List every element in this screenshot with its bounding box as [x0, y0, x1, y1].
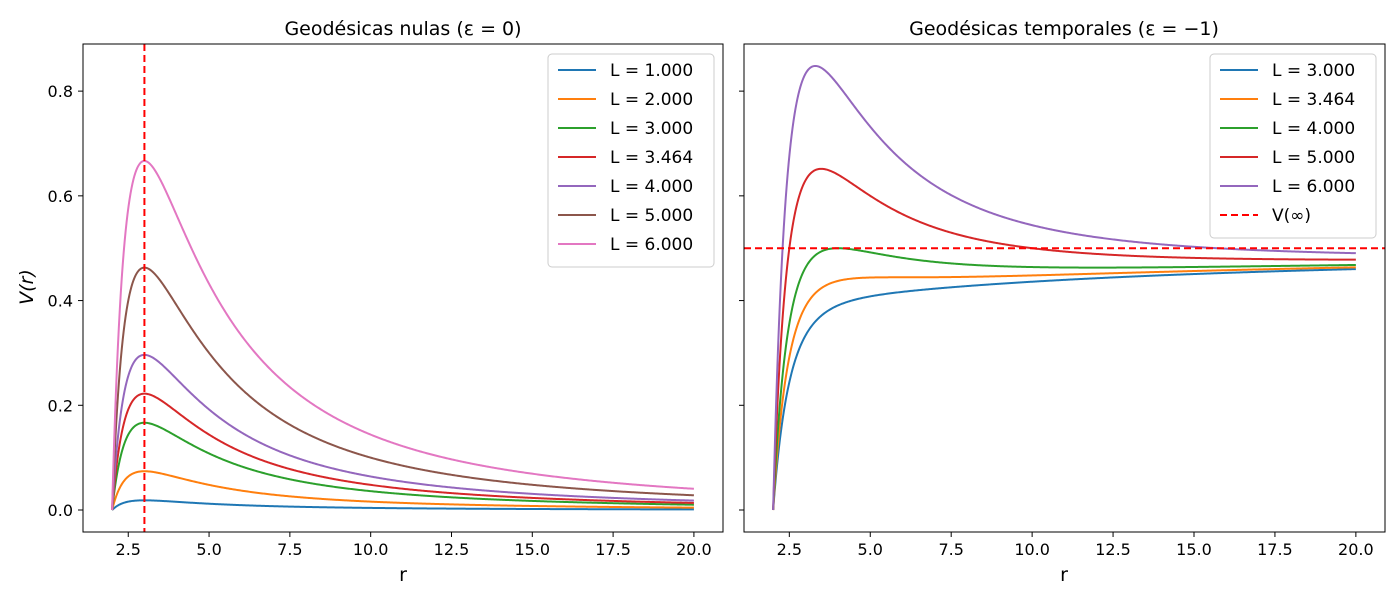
panel-title: Geodésicas temporales (ε = −1)	[909, 18, 1219, 40]
y-tick-label: 0.4	[48, 292, 73, 311]
x-tick-label: 15.0	[1176, 540, 1212, 559]
legend-label: L = 2.000	[610, 90, 693, 110]
x-tick-label: 5.0	[858, 540, 883, 559]
legend-label: L = 3.464	[1272, 90, 1355, 110]
legend-label: L = 4.000	[610, 177, 693, 197]
x-tick-label: 7.5	[277, 540, 302, 559]
x-tick-label: 12.5	[434, 540, 470, 559]
series-line-6	[111, 266, 694, 511]
x-axis-label: r	[399, 564, 407, 586]
axes-frame	[82, 43, 724, 533]
series-line-4	[111, 392, 694, 511]
panel-null-geodesics: Geodésicas nulas (ε = 0) r V(r)	[16, 18, 522, 586]
y-axis-label: V(r)	[16, 269, 38, 305]
legend-label: L = 6.000	[1272, 177, 1355, 197]
series-line-3	[111, 421, 694, 511]
legend: L = 1.000 L = 2.000 L = 3.000 L = 3.464 L = …	[547, 53, 715, 268]
legend-label: L = 3.464	[610, 148, 693, 168]
x-tick-label: 20.0	[676, 540, 712, 559]
panel-title: Geodésicas nulas (ε = 0)	[284, 18, 521, 40]
series-group	[111, 44, 694, 532]
legend-label: L = 5.000	[1272, 148, 1355, 168]
x-tick-label: 10.0	[353, 540, 389, 559]
legend-label: L = 4.000	[1272, 119, 1355, 139]
legend-label: V(∞)	[1272, 206, 1311, 226]
legend-label: L = 5.000	[610, 206, 693, 226]
series-line-2	[772, 266, 1356, 511]
x-tick-label: 17.5	[595, 540, 631, 559]
series-line-5	[111, 353, 694, 511]
x-axis-label: r	[1060, 564, 1068, 586]
legend: L = 3.000 L = 3.464 L = 4.000 L = 5.000 L = …	[1209, 53, 1377, 239]
y-tick-label: 0.2	[48, 396, 73, 415]
plot-area-1: 2.5 5.0 7.5 10.0 12.5 15.0 17.5 20.0 0.0 0.2 0.4 0.…	[48, 43, 724, 559]
y-tick-label: 0.6	[48, 187, 73, 206]
series-line-3	[772, 247, 1356, 511]
series-line-7	[111, 159, 694, 511]
x-tick-label: 10.0	[1014, 540, 1050, 559]
series-line-2	[111, 470, 694, 511]
x-tick-label: 7.5	[938, 540, 963, 559]
x-tick-label: 12.5	[1095, 540, 1131, 559]
legend-label: L = 3.000	[1272, 61, 1355, 81]
legend-label: L = 1.000	[610, 61, 693, 81]
series-line-4	[772, 167, 1356, 511]
legend-label: L = 6.000	[610, 235, 693, 255]
y-tick-label: 0.8	[48, 82, 73, 101]
x-tick-label: 15.0	[514, 540, 550, 559]
x-tick-label: 5.0	[196, 540, 221, 559]
series-line-1	[772, 268, 1356, 511]
plot-area-2: 2.5 5.0 7.5 10.0 12.5 15.0 17.5 20.0L = 3.000L …	[739, 43, 1386, 559]
x-tick-label: 20.0	[1338, 540, 1374, 559]
axes-frame	[743, 43, 1386, 533]
series-line-5	[772, 64, 1356, 511]
x-tick-label: 2.5	[777, 540, 802, 559]
x-tick-label: 2.5	[116, 540, 141, 559]
series-line-1	[111, 499, 694, 511]
legend-box	[547, 53, 715, 268]
x-tick-label: 17.5	[1257, 540, 1293, 559]
legend-label: L = 3.000	[610, 119, 693, 139]
panel-timelike-geodesics: Geodésicas temporales (ε = −1) r	[909, 18, 1219, 586]
series-group	[744, 64, 1385, 511]
y-tick-label: 0.0	[48, 501, 73, 520]
